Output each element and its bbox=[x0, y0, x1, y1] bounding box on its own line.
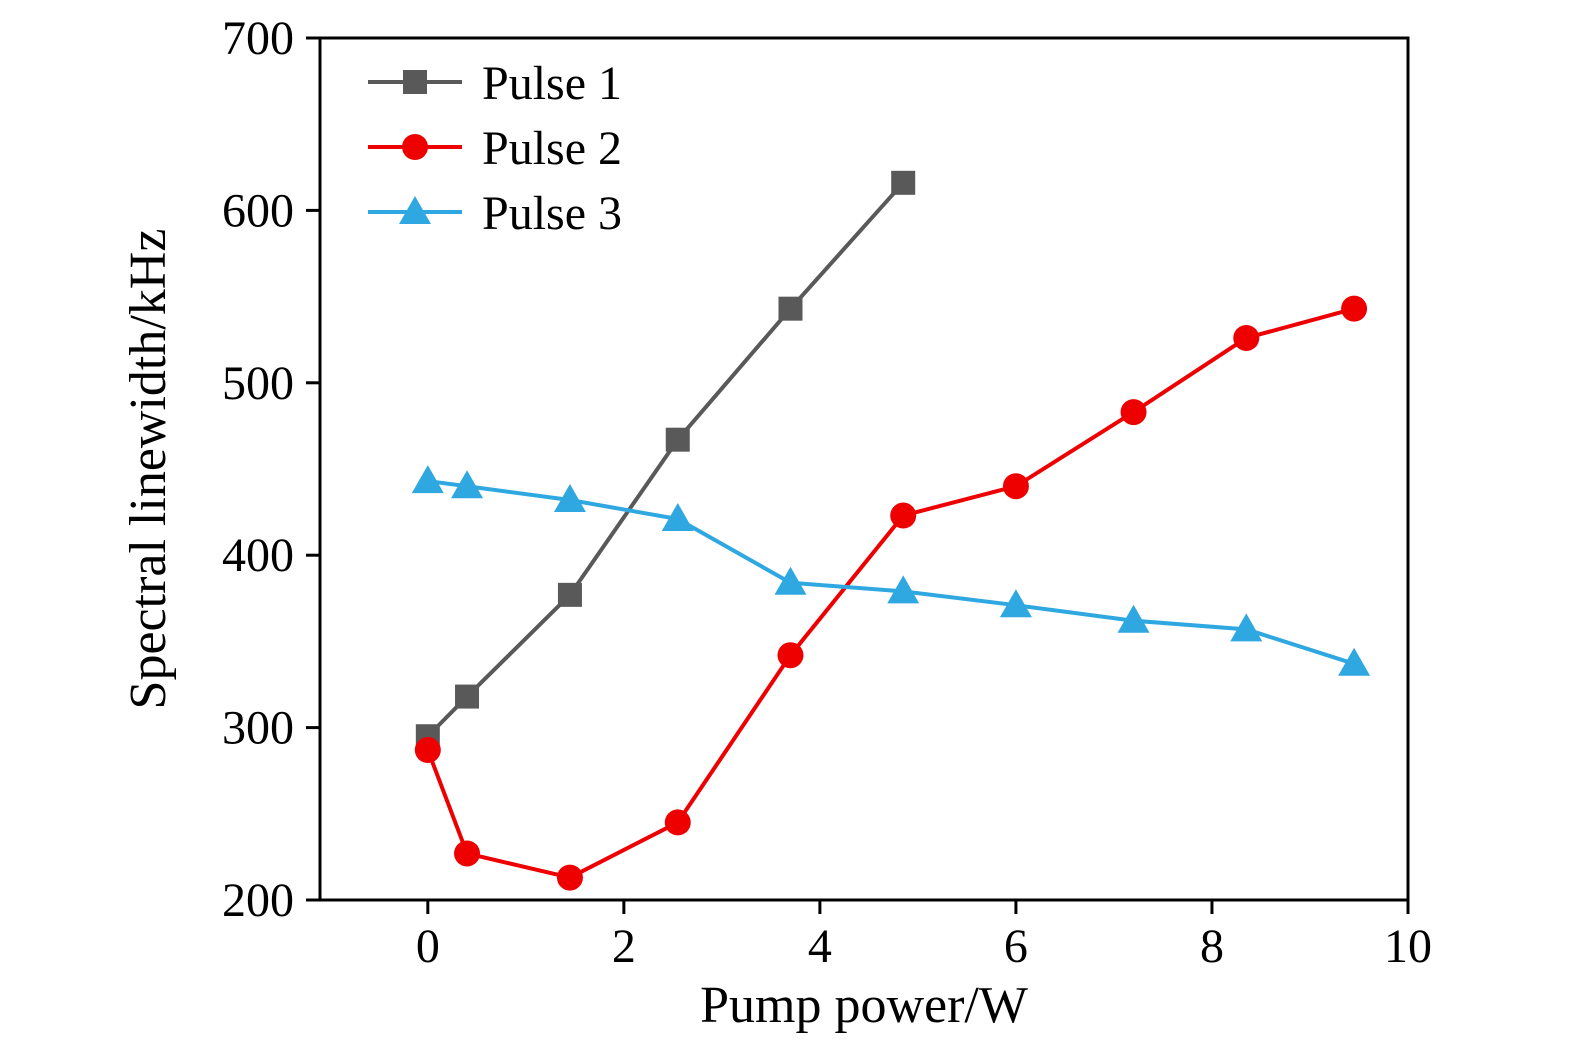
y-tick-label: 400 bbox=[222, 529, 294, 582]
data-point-pulse-3 bbox=[451, 470, 484, 499]
x-tick-label: 8 bbox=[1200, 920, 1224, 973]
x-tick-label: 4 bbox=[808, 920, 832, 973]
data-point-pulse-3 bbox=[411, 465, 444, 494]
y-axis-title: Spectral linewidth/kHz bbox=[120, 229, 177, 710]
data-point-pulse-2 bbox=[556, 864, 583, 891]
data-point-pulse-3 bbox=[661, 502, 694, 531]
series-line-pulse-1 bbox=[425, 180, 906, 739]
x-axis-title: Pump power/W bbox=[700, 977, 1028, 1034]
y-tick-label: 600 bbox=[222, 184, 294, 237]
data-point-pulse-2 bbox=[414, 737, 441, 764]
y-tick-label: 200 bbox=[222, 874, 294, 927]
data-point-pulse-2 bbox=[1120, 399, 1147, 426]
data-point-pulse-2 bbox=[1002, 473, 1029, 500]
y-tick-label: 500 bbox=[222, 357, 294, 410]
data-point-pulse-1 bbox=[891, 170, 916, 195]
data-point-pulse-1 bbox=[455, 684, 480, 709]
x-tick-label: 2 bbox=[612, 920, 636, 973]
data-point-pulse-2 bbox=[664, 809, 691, 836]
legend-label-pulse-1: Pulse 1 bbox=[482, 57, 622, 110]
data-point-pulse-3 bbox=[887, 575, 920, 604]
series-line-pulse-3 bbox=[425, 479, 1357, 666]
data-point-pulse-3 bbox=[1230, 613, 1263, 642]
y-tick-label: 300 bbox=[222, 702, 294, 755]
legend-label-pulse-3: Pulse 3 bbox=[482, 187, 622, 240]
data-point-pulse-2 bbox=[1341, 295, 1368, 322]
data-point-pulse-2 bbox=[890, 502, 917, 529]
legend-label-pulse-2: Pulse 2 bbox=[482, 122, 622, 175]
plot-frame bbox=[318, 36, 1410, 902]
data-point-pulse-2 bbox=[454, 840, 481, 867]
data-point-pulse-2 bbox=[1233, 324, 1260, 351]
data-point-pulse-3 bbox=[1117, 604, 1150, 633]
data-point-pulse-1 bbox=[665, 427, 690, 452]
x-tick-label: 6 bbox=[1004, 920, 1028, 973]
legend-marker-pulse-1 bbox=[403, 70, 427, 94]
x-tick-label: 10 bbox=[1384, 920, 1432, 973]
y-tick-label: 700 bbox=[222, 12, 294, 65]
data-point-pulse-3 bbox=[553, 484, 586, 513]
data-point-pulse-1 bbox=[778, 296, 803, 321]
data-point-pulse-3 bbox=[774, 566, 807, 595]
x-tick-label: 0 bbox=[416, 920, 440, 973]
data-point-pulse-3 bbox=[999, 589, 1032, 618]
data-point-pulse-1 bbox=[557, 582, 582, 607]
legend-marker-pulse-3 bbox=[399, 196, 431, 224]
data-point-pulse-3 bbox=[1338, 647, 1371, 676]
data-point-pulse-2 bbox=[777, 642, 804, 669]
legend-marker-pulse-2 bbox=[402, 134, 428, 160]
